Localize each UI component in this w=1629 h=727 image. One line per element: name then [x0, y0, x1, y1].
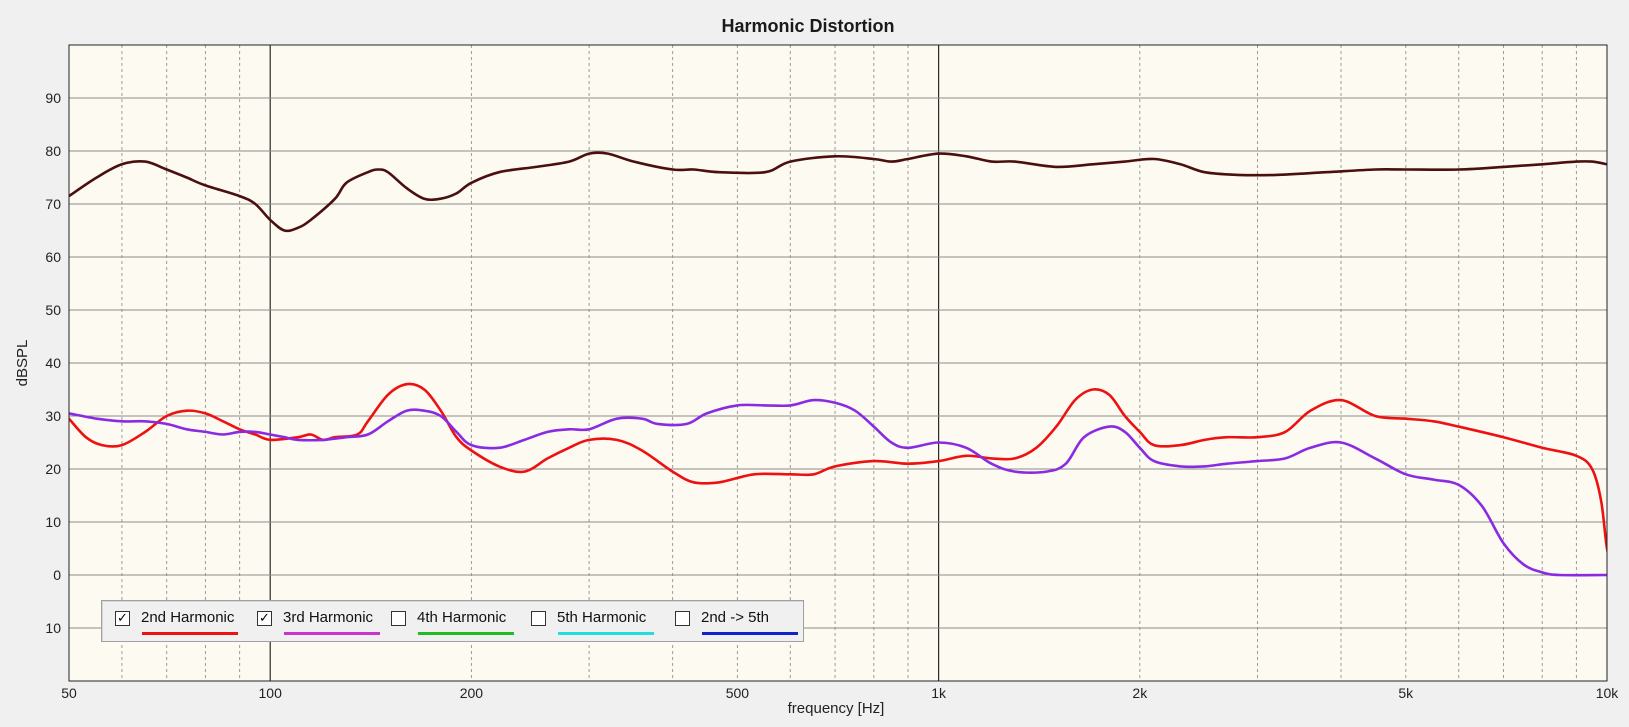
x-tick-label: 500: [726, 685, 750, 701]
y-tick-label: 30: [45, 408, 61, 424]
legend-label-3rd-harmonic: 3rd Harmonic: [283, 609, 374, 626]
x-tick-label: 50: [61, 685, 77, 701]
y-tick-label: 60: [45, 249, 61, 265]
series-line-fundamental: [69, 151, 1607, 233]
legend-label-2nd-to-5th: 2nd -> 5th: [701, 609, 769, 626]
y-tick-label: 40: [45, 355, 61, 371]
x-tick-label: 1k: [931, 685, 947, 701]
legend: ✓ 2nd Harmonic ✓ 3rd Harmonic 4th Harmon…: [101, 600, 804, 642]
x-tick-label: 5k: [1398, 685, 1414, 701]
legend-swatch-5th-harmonic: [558, 632, 654, 635]
y-tick-label: 70: [45, 196, 61, 212]
chart-title: Harmonic Distortion: [721, 16, 894, 36]
series-lines: [69, 151, 1607, 577]
y-axis-label: dBSPL: [14, 340, 31, 387]
legend-label-4th-harmonic: 4th Harmonic: [417, 609, 507, 626]
x-tick-label: 200: [460, 685, 484, 701]
checkbox-4th-harmonic[interactable]: [391, 611, 406, 626]
checkbox-2nd-to-5th[interactable]: [675, 611, 690, 626]
y-tick-label: 0: [53, 567, 61, 583]
series-group: [69, 151, 1607, 577]
series-line-2nd-harmonic: [69, 382, 1607, 555]
checkbox-5th-harmonic[interactable]: [531, 611, 546, 626]
legend-swatch-4th-harmonic: [418, 632, 514, 635]
x-tick-label: 10k: [1596, 685, 1620, 701]
y-tick-label: 10: [45, 620, 61, 636]
y-tick-label: 50: [45, 302, 61, 318]
x-tick-label: 2k: [1132, 685, 1148, 701]
y-tick-label: 90: [45, 90, 61, 106]
y-tick-label: 10: [45, 514, 61, 530]
x-axis-label: frequency [Hz]: [788, 700, 885, 717]
legend-swatch-3rd-harmonic: [284, 632, 380, 635]
y-tick-label: 80: [45, 143, 61, 159]
checkbox-3rd-harmonic[interactable]: ✓: [257, 611, 272, 626]
legend-swatch-2nd-to-5th: [702, 632, 798, 635]
series-line-3rd-harmonic: [69, 398, 1607, 577]
checkbox-2nd-harmonic[interactable]: ✓: [115, 611, 130, 626]
legend-swatch-2nd-harmonic: [142, 632, 238, 635]
legend-label-5th-harmonic: 5th Harmonic: [557, 609, 647, 626]
legend-label-2nd-harmonic: 2nd Harmonic: [141, 609, 235, 626]
y-tick-label: 20: [45, 461, 61, 477]
x-axis-ticks: 50 100 200 500 1k 2k 5k 10k: [61, 685, 1619, 701]
y-axis-ticks: 90 80 70 60 50 40 30 20 10 0 10: [45, 90, 61, 636]
plot-border: [68, 44, 1608, 682]
x-tick-label: 100: [259, 685, 283, 701]
